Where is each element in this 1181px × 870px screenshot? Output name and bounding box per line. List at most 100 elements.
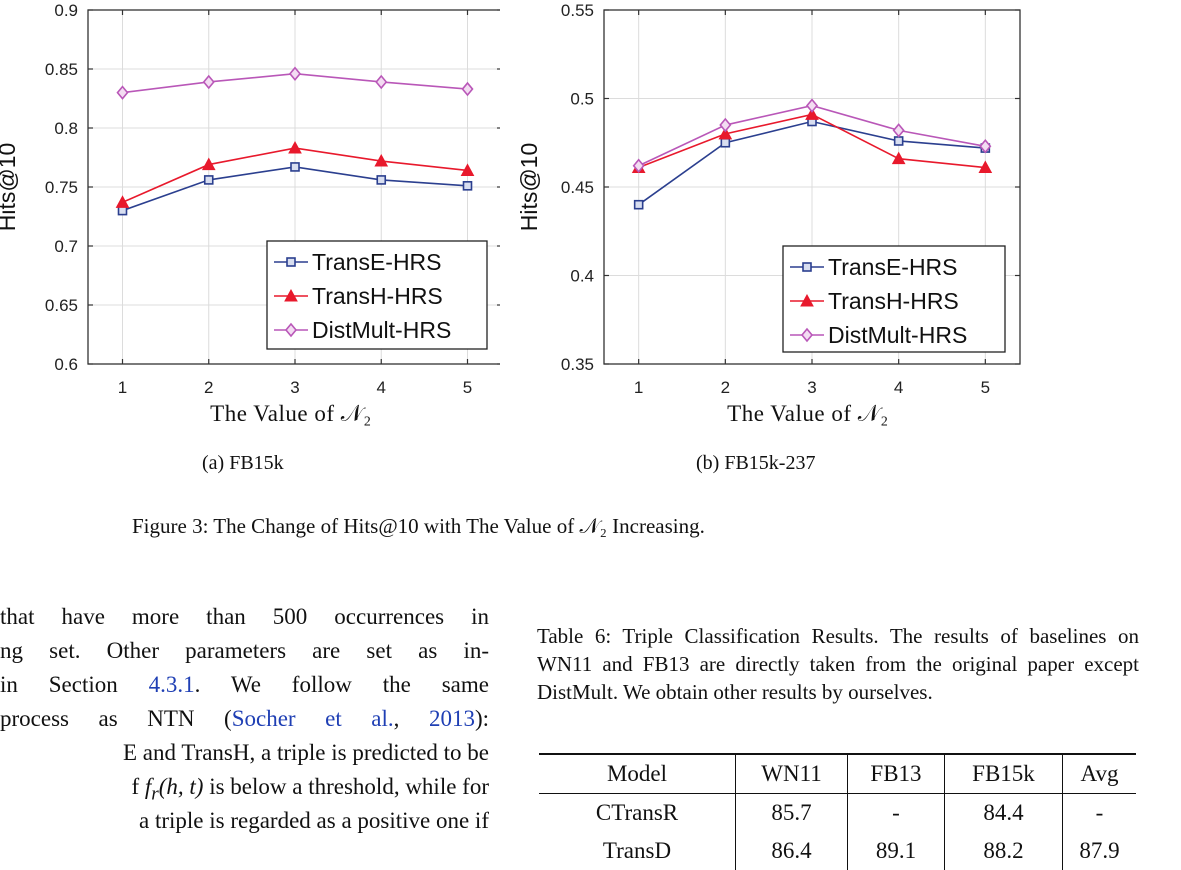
y-tick-label: 0.4 (570, 267, 594, 286)
data-point-triangle (800, 293, 814, 307)
data-point-square (462, 181, 473, 191)
body-line: process as NTN (Socher et al., 2013): (0, 702, 489, 736)
figure-caption: Figure 3: The Change of Hits@10 with The… (132, 514, 705, 538)
legend-label: TransH-HRS (828, 288, 959, 314)
table-cell: - (847, 793, 945, 832)
x-axis-label: The Value of 𝒩₂ (727, 401, 889, 426)
body-fragment: ): (474, 706, 489, 731)
x-tick-label: 1 (118, 378, 127, 397)
data-point-triangle (201, 157, 216, 171)
x-tick-label: 5 (981, 378, 990, 397)
data-point-diamond (632, 158, 645, 174)
header-avg: Avg (1062, 754, 1136, 794)
x-tick-label: 1 (634, 378, 643, 397)
math-sub-r: r (151, 783, 159, 804)
body-fragment: process as NTN ( (0, 706, 232, 731)
x-tick-label: 2 (204, 378, 213, 397)
chart-fb15k-237: 0.35 0.4 0.45 0.5 0.55 1 2 3 4 5 The Value of 𝒩₂ Hi… (516, 1, 1021, 426)
header-wn11: WN11 (735, 754, 848, 794)
x-tick-label: 3 (290, 378, 299, 397)
y-axis-label: Hits@10 (516, 143, 542, 232)
y-tick-label: 0.35 (561, 355, 594, 374)
data-point-diamond (892, 123, 905, 138)
x-tick-label: 4 (894, 378, 903, 397)
data-point-diamond (805, 98, 819, 113)
table-row: TransD 86.4 89.1 88.2 87.9 (539, 832, 1136, 870)
section-link[interactable]: 4.3.1 (148, 672, 195, 697)
data-point-diamond (116, 85, 129, 100)
data-point-square (802, 262, 812, 272)
table-cell: 89.1 (847, 832, 945, 870)
table-cell: 85.7 (735, 793, 848, 832)
data-point-triangle (460, 163, 475, 176)
y-tick-label: 0.9 (54, 1, 78, 20)
legend-label: TransE-HRS (312, 249, 442, 275)
body-text: that have more than 500 occurrences in n… (0, 600, 489, 838)
y-axis-label: Hits@10 (0, 143, 20, 232)
data-point-triangle (805, 107, 819, 120)
data-point-diamond (800, 327, 814, 343)
subcaption-b: (b) FB15k-237 (696, 452, 816, 474)
data-point-triangle (284, 288, 298, 302)
data-point-diamond (375, 74, 388, 90)
data-point-triangle (374, 153, 389, 167)
legend-label: DistMult-HRS (312, 317, 451, 343)
y-tick-label: 0.5 (570, 90, 594, 109)
data-point-triangle (891, 151, 906, 165)
table-cell: CTransR (595, 800, 679, 825)
data-point-triangle (718, 126, 733, 140)
math-f: f (144, 774, 152, 799)
table-caption: Table 6: Triple Classification Results. … (537, 624, 1139, 704)
legend-label: DistMult-HRS (828, 322, 967, 348)
data-point-square (893, 136, 904, 146)
y-tick-label: 0.8 (54, 119, 78, 138)
y-tick-label: 0.65 (45, 296, 78, 315)
data-point-square (286, 257, 296, 267)
chart-fb15k: 0.6 0.65 0.7 0.75 0.8 0.85 0.9 1 2 3 4 5 The Value o… (0, 1, 500, 426)
data-point-diamond (288, 66, 302, 81)
table-cell: 87.9 (1062, 832, 1136, 870)
y-tick-label: 0.75 (45, 178, 78, 197)
citation-link[interactable]: Socher et al. (231, 706, 394, 731)
data-point-square (633, 199, 644, 210)
x-tick-label: 2 (721, 378, 730, 397)
table-cell: TransD (602, 838, 672, 863)
data-point-triangle (288, 141, 302, 154)
subcaption-a: (a) FB15k (202, 452, 284, 474)
data-point-square (376, 175, 387, 185)
data-point-triangle (978, 160, 993, 174)
body-line: that have more than 500 occurrences in (0, 604, 489, 629)
header-fb15k: FB15k (944, 754, 1063, 794)
y-tick-label: 0.6 (54, 355, 78, 374)
body-fragment: . We follow the same (194, 672, 489, 697)
data-point-diamond (202, 74, 215, 90)
x-tick-label: 5 (463, 378, 472, 397)
citation-year-link[interactable]: 2013 (428, 706, 475, 731)
data-point-triangle (115, 195, 130, 208)
header-model: Model (606, 761, 668, 786)
body-line: ng set. Other parameters are set as in- (0, 638, 489, 663)
results-table: Model WN11 FB13 FB15k Avg CTransR 85.7 -… (539, 753, 1136, 870)
y-tick-label: 0.55 (561, 1, 594, 20)
table-cell: 88.2 (944, 832, 1063, 870)
data-point-square (203, 175, 214, 185)
legend-label: TransE-HRS (828, 254, 958, 280)
body-fragment: in Section (0, 672, 149, 697)
y-tick-label: 0.45 (561, 178, 594, 197)
data-point-square (290, 162, 300, 172)
table-row: CTransR 85.7 - 84.4 - (539, 793, 1136, 832)
body-line: a triple is regarded as a positive one i… (139, 808, 489, 833)
data-point-diamond (719, 117, 732, 133)
data-point-diamond (284, 322, 298, 338)
y-tick-label: 0.85 (45, 60, 78, 79)
body-line: in Section 4.3.1. We follow the same (0, 668, 489, 702)
table-cell: - (1062, 793, 1136, 832)
data-point-square (720, 137, 731, 148)
data-point-diamond (979, 139, 992, 154)
body-fragment: is below a threshold, while for (203, 774, 489, 799)
body-line: f fr(h, t) is below a threshold, while f… (0, 770, 489, 804)
data-point-diamond (461, 81, 474, 97)
math-args: (h, t) (158, 774, 204, 799)
body-fragment: f (131, 774, 145, 799)
legend-label: TransH-HRS (312, 283, 443, 309)
